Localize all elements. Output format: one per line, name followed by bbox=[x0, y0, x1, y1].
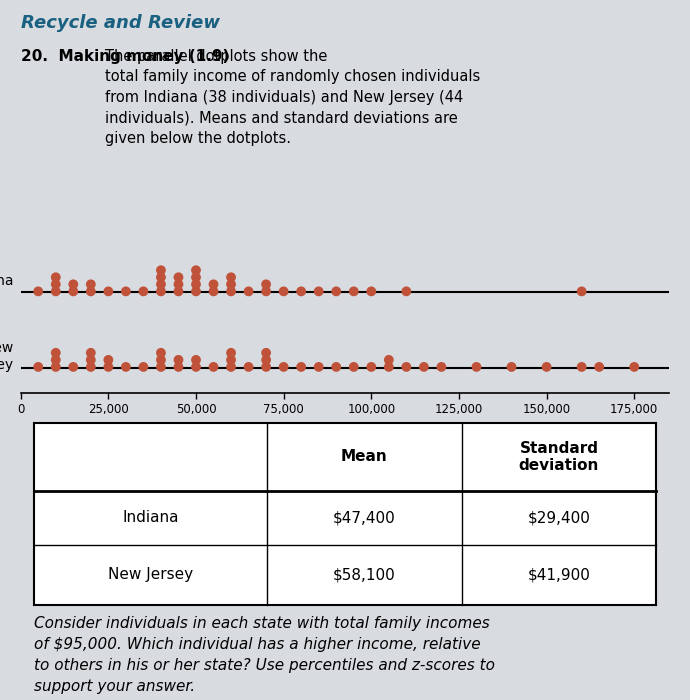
Point bbox=[120, 361, 131, 372]
Text: New
Jersey: New Jersey bbox=[0, 342, 14, 372]
Point bbox=[366, 361, 377, 372]
Point bbox=[68, 361, 79, 372]
Text: 20.  Making money (1.9): 20. Making money (1.9) bbox=[21, 49, 229, 64]
Point bbox=[120, 286, 131, 297]
Point bbox=[86, 361, 97, 372]
Point bbox=[103, 354, 114, 365]
Point bbox=[313, 361, 324, 372]
Point bbox=[155, 279, 166, 290]
Bar bbox=[34, 423, 656, 605]
Point bbox=[155, 272, 166, 283]
Point bbox=[208, 361, 219, 372]
Point bbox=[576, 361, 587, 372]
Point bbox=[173, 279, 184, 290]
Point bbox=[261, 286, 272, 297]
Point bbox=[541, 361, 552, 372]
Point bbox=[243, 361, 254, 372]
Point bbox=[190, 361, 201, 372]
Text: $41,900: $41,900 bbox=[528, 567, 591, 582]
Point bbox=[86, 286, 97, 297]
Point bbox=[32, 286, 43, 297]
Point bbox=[68, 279, 79, 290]
Point bbox=[261, 361, 272, 372]
Point bbox=[436, 361, 447, 372]
Point bbox=[261, 354, 272, 365]
Point bbox=[331, 361, 342, 372]
Point bbox=[155, 265, 166, 276]
Point bbox=[278, 361, 289, 372]
Text: Consider individuals in each state with total family incomes
of $95,000. Which i: Consider individuals in each state with … bbox=[34, 615, 495, 694]
Point bbox=[261, 279, 272, 290]
Point bbox=[226, 354, 237, 365]
Point bbox=[50, 272, 61, 283]
Text: Recycle and Review: Recycle and Review bbox=[21, 14, 219, 32]
Point bbox=[278, 286, 289, 297]
Point bbox=[190, 265, 201, 276]
Text: $29,400: $29,400 bbox=[528, 510, 591, 526]
Point bbox=[32, 361, 43, 372]
X-axis label: Total family income ($): Total family income ($) bbox=[247, 422, 443, 437]
Point bbox=[86, 347, 97, 358]
Point bbox=[243, 286, 254, 297]
Point bbox=[384, 361, 395, 372]
Point bbox=[471, 361, 482, 372]
Point bbox=[576, 286, 587, 297]
Point bbox=[348, 361, 359, 372]
Point bbox=[226, 361, 237, 372]
Point bbox=[103, 286, 114, 297]
Point bbox=[401, 286, 412, 297]
Point bbox=[208, 286, 219, 297]
Text: Standard
deviation: Standard deviation bbox=[519, 441, 599, 473]
Point bbox=[226, 272, 237, 283]
Point bbox=[173, 286, 184, 297]
Point bbox=[155, 354, 166, 365]
Point bbox=[50, 279, 61, 290]
Point bbox=[401, 361, 412, 372]
Point bbox=[384, 354, 395, 365]
Point bbox=[50, 354, 61, 365]
Point bbox=[366, 286, 377, 297]
Point bbox=[418, 361, 429, 372]
Point bbox=[295, 286, 306, 297]
Text: $47,400: $47,400 bbox=[333, 510, 396, 526]
Point bbox=[86, 354, 97, 365]
Point bbox=[348, 286, 359, 297]
Point bbox=[226, 286, 237, 297]
Point bbox=[155, 286, 166, 297]
Point bbox=[138, 361, 149, 372]
Text: $58,100: $58,100 bbox=[333, 567, 396, 582]
Text: Indiana: Indiana bbox=[122, 510, 179, 526]
Point bbox=[261, 347, 272, 358]
Point bbox=[173, 272, 184, 283]
Point bbox=[190, 286, 201, 297]
Point bbox=[190, 272, 201, 283]
Point bbox=[68, 286, 79, 297]
Point bbox=[173, 361, 184, 372]
Point bbox=[629, 361, 640, 372]
Point bbox=[155, 361, 166, 372]
Point bbox=[313, 286, 324, 297]
Point bbox=[208, 279, 219, 290]
Point bbox=[506, 361, 517, 372]
Text: The parallel dotplots show the
total family income of randomly chosen individual: The parallel dotplots show the total fam… bbox=[105, 49, 480, 146]
Point bbox=[593, 361, 604, 372]
Point bbox=[190, 279, 201, 290]
Point bbox=[173, 354, 184, 365]
Point bbox=[155, 347, 166, 358]
Point bbox=[190, 354, 201, 365]
Point bbox=[138, 286, 149, 297]
Point bbox=[226, 347, 237, 358]
Point bbox=[295, 361, 306, 372]
Point bbox=[86, 279, 97, 290]
Point bbox=[50, 361, 61, 372]
Text: Mean: Mean bbox=[341, 449, 388, 464]
Point bbox=[50, 347, 61, 358]
Point bbox=[50, 286, 61, 297]
Point bbox=[226, 279, 237, 290]
Point bbox=[331, 286, 342, 297]
Point bbox=[103, 361, 114, 372]
Text: Indiana: Indiana bbox=[0, 274, 14, 288]
Text: New Jersey: New Jersey bbox=[108, 567, 193, 582]
